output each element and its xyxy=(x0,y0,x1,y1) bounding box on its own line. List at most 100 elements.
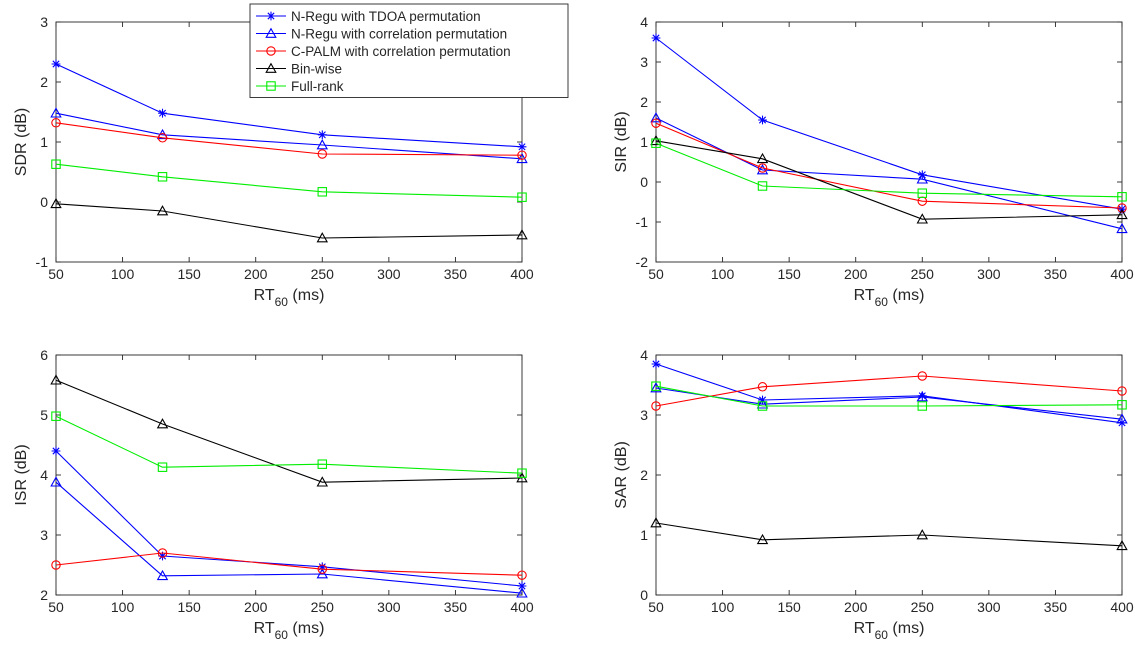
series-5 xyxy=(651,138,1127,202)
series-1 xyxy=(51,446,527,591)
series-1 xyxy=(51,59,527,152)
series-4 xyxy=(650,517,1128,551)
data-point xyxy=(756,152,769,164)
chart-panel-1: 50 100 150 200 250 300 350 400 -1 0 1 2 3 RT60 (ms) SD… xyxy=(13,14,534,309)
series-line xyxy=(655,117,1123,230)
data-point xyxy=(917,391,927,401)
data-point xyxy=(651,118,661,128)
y-tick-label: -1 xyxy=(636,214,649,230)
data-point xyxy=(517,150,527,160)
x-tick-label: 50 xyxy=(48,599,64,615)
x-tick-label: 250 xyxy=(311,266,335,282)
series-line xyxy=(55,552,523,576)
data-point xyxy=(916,391,929,402)
y-axis-label: SAR (dB) xyxy=(613,441,630,509)
y-tick-label: 3 xyxy=(40,527,48,543)
data-point xyxy=(156,418,169,429)
data-point xyxy=(50,197,62,209)
series-line xyxy=(55,203,523,239)
y-tick-label: 0 xyxy=(640,174,648,190)
x-tick-label: 50 xyxy=(48,266,64,282)
data-point xyxy=(317,562,327,572)
data-point xyxy=(650,134,662,146)
data-point xyxy=(317,130,327,140)
x-tick-label: 200 xyxy=(844,266,868,282)
data-point xyxy=(157,133,168,143)
legend-entry: C-PALM with correlation permutation xyxy=(291,44,511,59)
data-point xyxy=(157,172,168,182)
x-axis-label: RT60 (ms) xyxy=(254,287,325,309)
data-point xyxy=(650,112,662,123)
x-tick-label: 250 xyxy=(911,599,935,615)
legend-marker xyxy=(265,62,277,73)
series-line xyxy=(55,415,523,474)
x-tick-label: 350 xyxy=(444,599,468,615)
data-point xyxy=(316,139,329,150)
y-tick-label: 2 xyxy=(640,467,648,483)
legend: N-Regu with TDOA permutation N-Regu with … xyxy=(249,3,569,98)
x-tick-label: 300 xyxy=(977,599,1001,615)
plot-area xyxy=(655,354,1123,596)
x-tick-label: 300 xyxy=(977,266,1001,282)
data-point xyxy=(758,115,767,125)
data-point xyxy=(757,382,768,392)
data-point xyxy=(1116,413,1128,424)
x-tick-label: 400 xyxy=(1110,599,1134,615)
x-tick-label: 150 xyxy=(177,266,201,282)
series-3 xyxy=(51,548,527,580)
y-tick-label: 1 xyxy=(640,527,648,543)
data-point xyxy=(517,581,527,591)
series-line xyxy=(55,63,523,148)
data-point xyxy=(156,569,169,581)
data-point xyxy=(917,371,928,381)
series-line xyxy=(655,122,1123,209)
series-2 xyxy=(50,476,528,598)
data-point xyxy=(516,587,528,598)
data-point xyxy=(916,529,929,540)
data-point xyxy=(51,159,61,169)
data-point xyxy=(517,142,527,152)
series-line xyxy=(55,122,523,156)
legend-box xyxy=(249,3,569,98)
x-tick-label: 50 xyxy=(648,266,664,282)
y-tick-label: 6 xyxy=(40,347,48,363)
data-point xyxy=(651,138,661,148)
data-point xyxy=(917,401,928,411)
y-tick-label: 0 xyxy=(40,194,48,210)
x-axis-label: RT60 (ms) xyxy=(854,620,925,642)
series-line xyxy=(655,142,1123,198)
y-tick-label: 3 xyxy=(40,14,48,30)
series-line xyxy=(655,37,1123,210)
legend-marker xyxy=(266,11,276,21)
data-point xyxy=(317,459,328,469)
legend-marker xyxy=(266,46,276,56)
data-point xyxy=(651,359,661,369)
data-point xyxy=(756,398,769,409)
data-point xyxy=(650,382,662,393)
data-point xyxy=(517,468,527,478)
data-point xyxy=(651,33,661,43)
series-line xyxy=(655,387,1123,420)
data-point xyxy=(517,192,527,202)
data-point xyxy=(316,568,329,579)
series-5 xyxy=(651,381,1127,411)
data-point xyxy=(650,517,662,528)
series-3 xyxy=(651,371,1127,411)
data-point xyxy=(916,173,929,184)
series-line xyxy=(55,379,523,483)
x-tick-label: 350 xyxy=(1044,599,1068,615)
data-point xyxy=(50,107,62,118)
data-point xyxy=(757,163,768,173)
series-5 xyxy=(51,411,527,478)
x-tick-label: 100 xyxy=(111,599,135,615)
data-point xyxy=(517,570,527,580)
y-axis-label: SIR (dB) xyxy=(613,111,630,172)
y-tick-label: 2 xyxy=(40,587,48,603)
x-tick-label: 200 xyxy=(244,599,268,615)
x-tick-label: 150 xyxy=(777,599,801,615)
data-point xyxy=(156,205,169,216)
series-3 xyxy=(651,118,1127,213)
data-point xyxy=(157,462,168,472)
series-4 xyxy=(50,197,528,243)
data-point xyxy=(50,476,62,487)
